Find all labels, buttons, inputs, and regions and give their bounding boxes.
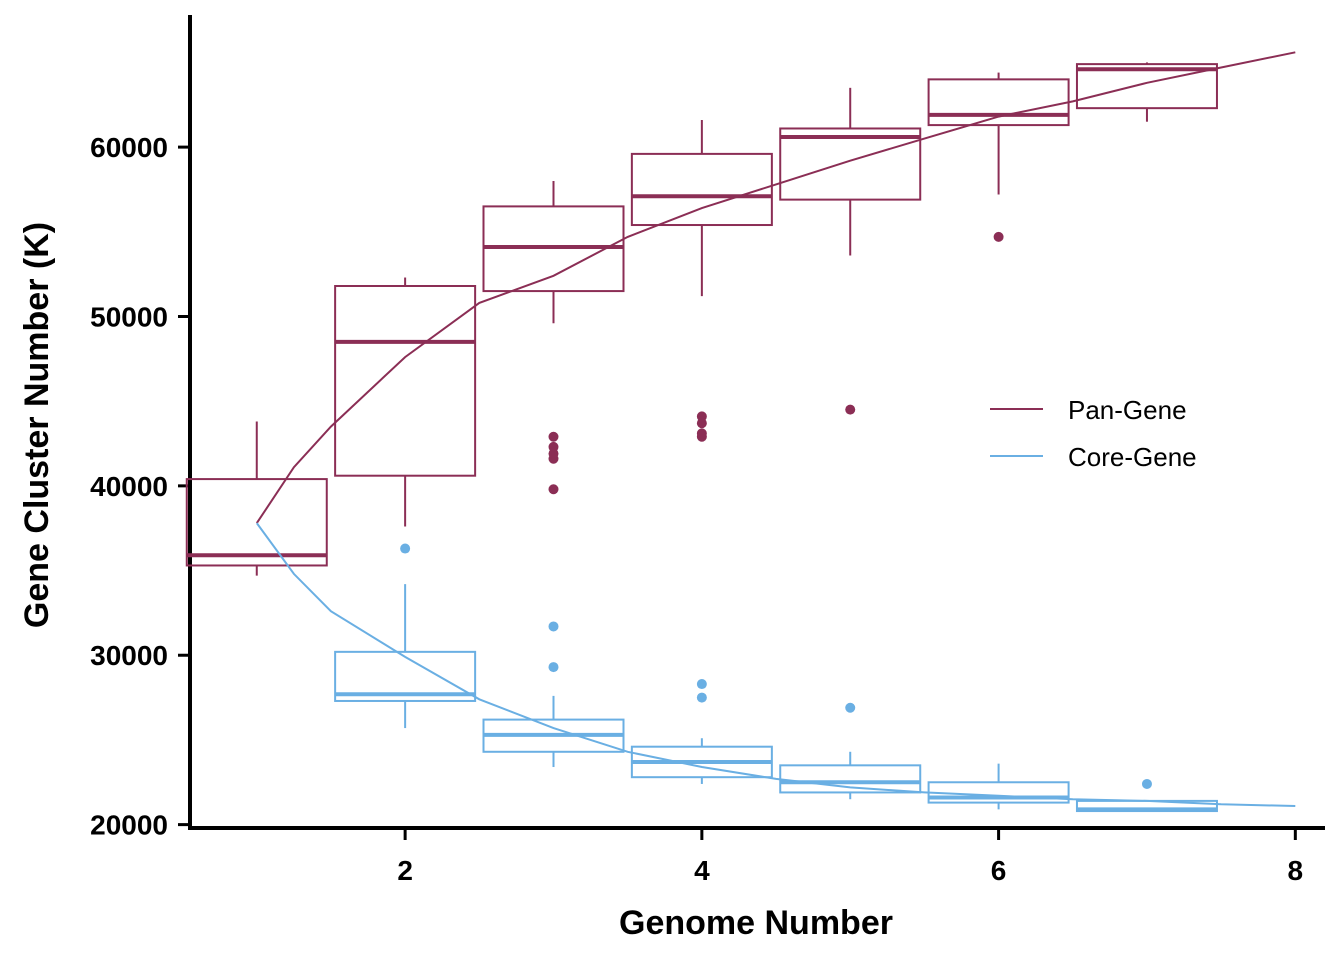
x-tick-label: 6 [991,855,1007,886]
plot-area [185,51,1296,813]
y-tick-label: 60000 [90,132,168,163]
x-tick-label: 8 [1288,855,1304,886]
outlier-point [845,404,856,415]
outlier-point [548,621,559,632]
fit-curve [255,51,1296,524]
axes [188,15,1325,830]
outlier-point [696,679,707,690]
outlier-point [548,431,559,442]
y-tick-label: 40000 [90,471,168,502]
y-axis-title: Gene Cluster Number (K) [18,222,56,628]
box [779,127,922,201]
outlier-point [845,702,856,713]
x-axis-ticks: 2 4 6 8 [397,828,1303,886]
outlier-point [548,662,559,673]
series-pan-gene [185,51,1296,576]
series-core-gene [255,522,1296,813]
outlier-point [696,692,707,703]
legend-label-core-gene: Core-Gene [1068,442,1197,472]
legend: Pan-Gene Core-Gene [990,395,1197,472]
box [630,152,773,227]
box [334,650,477,702]
y-tick-label: 50000 [90,301,168,332]
outlier-point [548,484,559,495]
outlier-point [993,231,1004,242]
outlier-point [696,428,707,439]
box [1075,63,1218,110]
fit-curve [255,522,1296,807]
x-tick-label: 2 [397,855,413,886]
y-tick-label: 30000 [90,640,168,671]
y-tick-label: 20000 [90,810,168,841]
outlier-point [548,441,559,452]
outlier-point [400,543,411,554]
outlier-point [1141,778,1152,789]
box [334,285,477,477]
x-tick-label: 4 [694,855,710,886]
box [927,781,1070,804]
outlier-point [696,411,707,422]
box [185,478,328,567]
box [927,78,1070,127]
y-axis-ticks: 20000 30000 40000 50000 60000 [90,132,190,841]
x-axis-title: Genome Number [619,904,893,942]
legend-label-pan-gene: Pan-Gene [1068,395,1187,425]
